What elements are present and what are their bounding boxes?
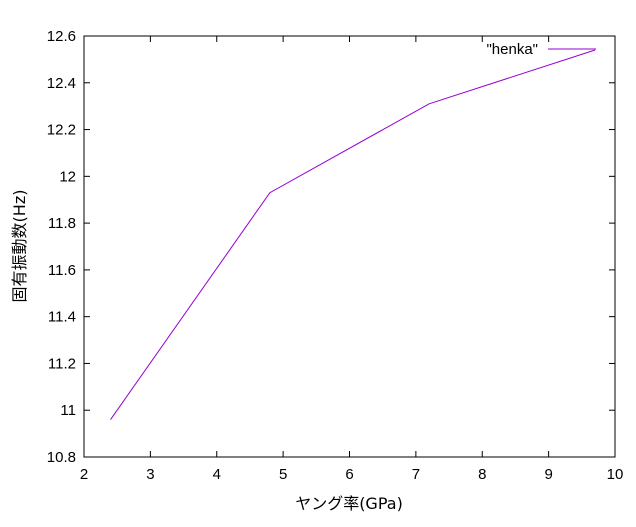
y-tick-label: 11.4 xyxy=(48,309,76,326)
series-line-henka xyxy=(110,49,596,420)
x-tick-label: 4 xyxy=(213,466,221,483)
x-tick-label: 6 xyxy=(345,466,353,483)
x-tick-label: 7 xyxy=(412,466,420,483)
y-tick-label: 11.6 xyxy=(48,262,76,279)
y-tick-label: 11 xyxy=(60,402,76,419)
x-tick-label: 8 xyxy=(478,466,486,483)
legend-label-henka: "henka" xyxy=(486,41,538,58)
x-tick-label: 2 xyxy=(80,466,88,483)
x-axis-ticks: 2 3 4 5 6 7 8 9 10 xyxy=(80,36,624,483)
series-layer xyxy=(110,49,596,420)
y-tick-label: 12.4 xyxy=(47,75,76,92)
x-tick-label: 9 xyxy=(544,466,552,483)
x-tick-label: 10 xyxy=(607,466,624,483)
legend: "henka" xyxy=(486,41,596,58)
y-axis-title: 固有振動数(Hz) xyxy=(10,190,29,303)
x-axis-title: ヤング率(GPa) xyxy=(295,494,403,513)
y-axis-ticks: 10.8 11 11.2 11.4 11.6 11.8 12 12.2 12.4 12.6 xyxy=(47,28,615,466)
y-tick-label: 12 xyxy=(59,168,76,185)
y-tick-label: 11.8 xyxy=(48,215,76,232)
y-tick-label: 10.8 xyxy=(47,449,76,466)
x-tick-label: 3 xyxy=(146,466,154,483)
y-tick-label: 12.6 xyxy=(47,28,76,45)
x-tick-label: 5 xyxy=(279,466,287,483)
y-tick-label: 12.2 xyxy=(47,122,76,139)
plot-frame xyxy=(83,35,616,458)
y-tick-label: 11.2 xyxy=(48,355,76,372)
